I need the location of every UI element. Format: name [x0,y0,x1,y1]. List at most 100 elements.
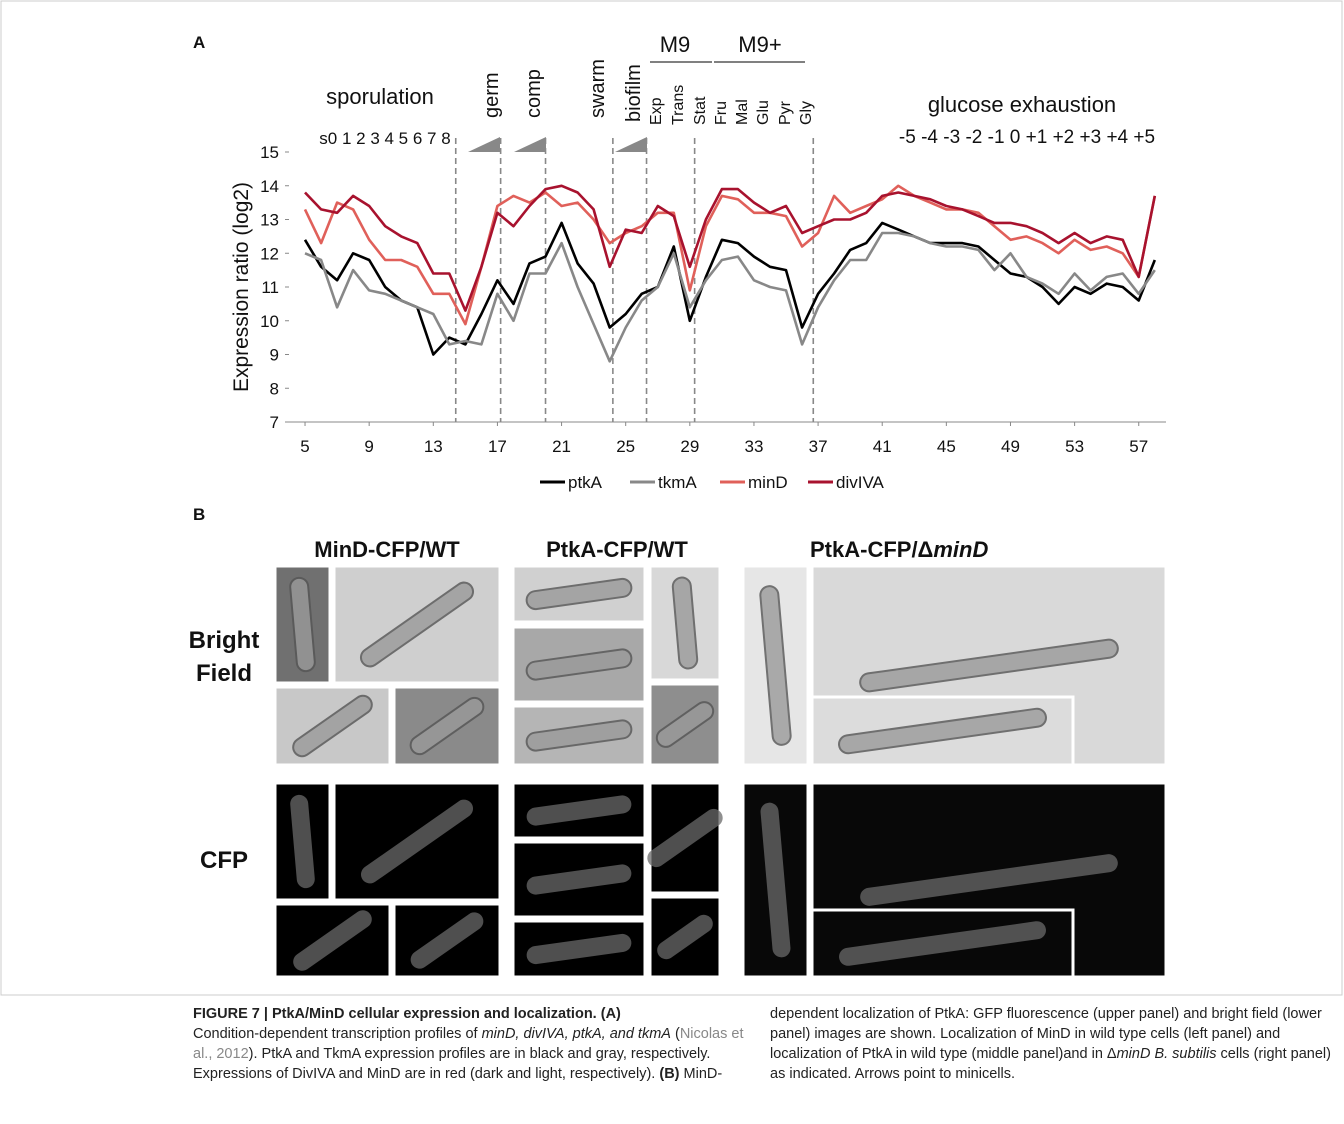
row-label: CFP [200,847,248,874]
column-title: MinD-CFP/WT [314,537,460,562]
series-line [304,231,1156,363]
legend-label: divIVA [836,473,885,492]
y-tick-label: 7 [270,413,279,432]
annotation: Stat [692,96,709,125]
column-title-part: PtkA-CFP/Δ [810,537,933,562]
x-tick-label: 29 [680,437,699,456]
x-tick-label: 17 [488,437,507,456]
cell [292,694,373,758]
annotation: M9+ [738,32,781,57]
caption-run: minD B. subtilis [1116,1046,1217,1062]
cell [526,795,632,826]
caption-run: (B) [659,1066,680,1082]
y-tick-label: 12 [260,244,279,263]
cell [290,794,315,889]
row-label: Field [196,660,252,687]
caption-run: ). PtkA and TkmA expression profiles are… [193,1046,711,1082]
y-tick-label: 15 [260,143,279,162]
y-tick-label: 14 [260,177,279,196]
y-tick-label: 8 [270,379,279,398]
x-tick-label: 25 [616,437,635,456]
annotation: swarm [587,59,609,118]
annotation: biofilm [623,64,645,122]
cell [525,648,633,681]
cell [360,799,474,884]
cell [671,576,699,670]
series-line [303,221,1157,356]
cell [838,707,1047,755]
citation[interactable]: Nicolas et al., 2012 [193,1026,744,1062]
annotation: Fru [713,101,730,125]
caption: FIGURE 7 | PtkA/MinD cellular expression… [193,1004,1333,1084]
caption-run: minD, divIVA, ptkA, and tkmA [481,1026,671,1042]
cell [526,933,632,965]
micrograph [810,908,1075,979]
cell [647,808,723,868]
series-line [303,184,1157,326]
annotation: Trans [670,85,687,125]
caption-run: cells (right panel) as indicated. Arrows… [770,1046,1331,1082]
annotation: glucose exhaustion [928,92,1116,117]
cell [525,577,633,611]
cell [409,696,485,756]
cell [860,854,1118,906]
x-tick-label: 57 [1129,437,1148,456]
x-tick-label: 49 [1001,437,1020,456]
cell [657,914,713,960]
caption-run: MinD-dependent localization of PtkA: GFP… [679,1006,1322,1082]
x-tick-label: 45 [937,437,956,456]
cell [859,638,1119,693]
cell [655,701,715,748]
legend-label: minD [748,473,788,492]
cell [289,576,316,673]
ramp [514,137,546,152]
panel-label: B [193,505,205,524]
x-tick-label: 37 [809,437,828,456]
x-tick-label: 9 [364,437,373,456]
annotation: Exp [648,97,665,125]
annotation: -5 -4 -3 -2 -1 0 +1 +2 +3 +4 +5 [899,127,1155,148]
figure: A Expression ratio (log2) B MinD-CFP/WT … [0,0,1343,996]
y-axis-label: Expression ratio (log2) [230,182,253,392]
caption-run: ( [670,1026,680,1042]
x-tick-label: 13 [424,437,443,456]
y-tick-label: 10 [260,312,279,331]
cell [410,912,484,969]
annotation: M9 [660,32,691,57]
annotation: Mal [734,99,751,125]
legend-label: ptkA [568,473,603,492]
cell [359,581,475,668]
caption-run: FIGURE 7 | PtkA/MinD cellular expression… [193,1006,621,1022]
annotation: Pyr [777,100,794,125]
cell [525,719,633,752]
caption-run: Condition-dependent transcription profil… [193,1026,482,1042]
annotation: comp [523,69,545,118]
ramp [615,137,647,152]
x-tick-label: 21 [552,437,571,456]
x-tick-label: 53 [1065,437,1084,456]
annotation: Glu [755,100,772,125]
figure-frame [0,0,1343,996]
column-title: PtkA-CFP/ΔminD [810,537,988,562]
cell [839,921,1046,966]
ramp [468,137,500,152]
y-tick-label: 13 [260,211,279,230]
y-tick-label: 11 [261,278,279,297]
column-title-part: minD [933,537,988,562]
x-tick-label: 41 [873,437,892,456]
y-tick-label: 9 [270,346,279,365]
cell [759,585,792,746]
cell [293,910,372,971]
legend-label: tkmA [658,473,697,492]
x-tick-label: 33 [744,437,763,456]
panel-label: A [193,33,205,52]
series-line [304,184,1157,312]
micrographs [273,564,1168,979]
annotation: s0 1 2 3 4 5 6 7 8 [319,129,450,148]
cell [760,802,791,958]
row-label: Bright [189,627,260,654]
annotation: sporulation [326,84,434,109]
x-tick-label: 5 [300,437,309,456]
cell [526,864,632,895]
